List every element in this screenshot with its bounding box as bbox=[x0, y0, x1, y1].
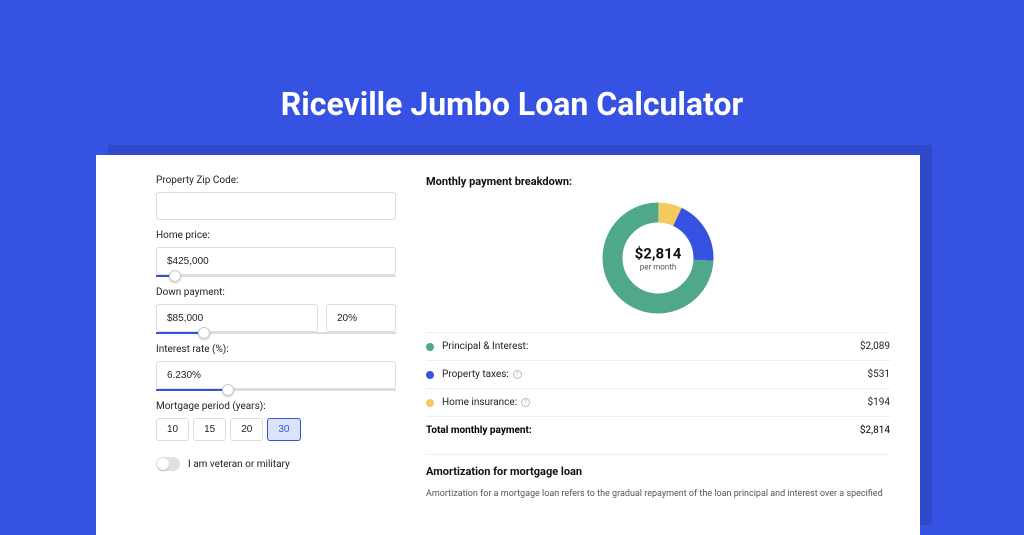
legend-row-taxes: Property taxes: ? $531 bbox=[426, 360, 890, 388]
veteran-label: I am veteran or military bbox=[188, 459, 290, 470]
donut-wrap: $2,814 per month bbox=[426, 198, 890, 318]
legend-row-insurance: Home insurance: ? $194 bbox=[426, 388, 890, 416]
breakdown-column: Monthly payment breakdown: $2,814 per mo… bbox=[426, 165, 890, 535]
donut-chart: $2,814 per month bbox=[598, 198, 718, 318]
period-label: Mortgage period (years): bbox=[156, 401, 396, 412]
period-button-group: 10 15 20 30 bbox=[156, 418, 396, 441]
down-payment-input[interactable] bbox=[156, 304, 318, 332]
page-title: Riceville Jumbo Loan Calculator bbox=[0, 0, 1024, 153]
interest-rate-label: Interest rate (%): bbox=[156, 344, 396, 355]
legend-value-insurance: $194 bbox=[868, 397, 890, 408]
interest-rate-input[interactable] bbox=[156, 361, 396, 389]
veteran-toggle-knob bbox=[157, 458, 169, 470]
veteran-row: I am veteran or military bbox=[156, 457, 396, 471]
total-row: Total monthly payment: $2,814 bbox=[426, 416, 890, 444]
interest-rate-slider-fill bbox=[156, 389, 228, 391]
breakdown-title: Monthly payment breakdown: bbox=[426, 175, 890, 188]
legend-dot-insurance bbox=[426, 399, 434, 407]
donut-sub: per month bbox=[635, 263, 682, 272]
legend-label-insurance-text: Home insurance: bbox=[442, 397, 517, 408]
zip-label: Property Zip Code: bbox=[156, 175, 396, 186]
legend-value-taxes: $531 bbox=[868, 369, 890, 380]
interest-rate-slider-thumb[interactable] bbox=[222, 384, 234, 396]
form-column: Property Zip Code: Home price: Down paym… bbox=[156, 165, 396, 535]
home-price-input[interactable] bbox=[156, 247, 396, 275]
period-btn-20[interactable]: 20 bbox=[230, 418, 263, 441]
legend-label-insurance: Home insurance: ? bbox=[442, 397, 868, 408]
home-price-slider[interactable] bbox=[156, 275, 396, 277]
info-icon[interactable]: ? bbox=[513, 370, 522, 379]
down-payment-slider[interactable] bbox=[156, 332, 396, 334]
donut-amount: $2,814 bbox=[635, 245, 682, 263]
info-icon[interactable]: ? bbox=[521, 398, 530, 407]
legend-label-principal-text: Principal & Interest: bbox=[442, 341, 528, 352]
zip-input[interactable] bbox=[156, 192, 396, 220]
down-payment-pct-input[interactable] bbox=[326, 304, 396, 332]
donut-center: $2,814 per month bbox=[635, 245, 682, 272]
section-divider bbox=[426, 454, 890, 455]
legend-value-principal: $2,089 bbox=[860, 341, 890, 352]
amortization-title: Amortization for mortgage loan bbox=[426, 465, 890, 478]
legend-label-taxes-text: Property taxes: bbox=[442, 369, 509, 380]
down-payment-slider-fill bbox=[156, 332, 204, 334]
veteran-toggle[interactable] bbox=[156, 457, 180, 471]
total-value: $2,814 bbox=[860, 425, 890, 436]
legend-label-taxes: Property taxes: ? bbox=[442, 369, 868, 380]
total-label: Total monthly payment: bbox=[426, 425, 860, 436]
period-btn-10[interactable]: 10 bbox=[156, 418, 189, 441]
home-price-slider-thumb[interactable] bbox=[169, 270, 181, 282]
legend-dot-taxes bbox=[426, 371, 434, 379]
down-payment-label: Down payment: bbox=[156, 287, 396, 298]
legend-dot-principal bbox=[426, 343, 434, 351]
down-payment-slider-thumb[interactable] bbox=[198, 327, 210, 339]
amortization-text: Amortization for a mortgage loan refers … bbox=[426, 488, 890, 502]
home-price-label: Home price: bbox=[156, 230, 396, 241]
calculator-card: Property Zip Code: Home price: Down paym… bbox=[96, 155, 920, 535]
period-btn-30[interactable]: 30 bbox=[267, 418, 300, 441]
interest-rate-slider[interactable] bbox=[156, 389, 396, 391]
legend-label-principal: Principal & Interest: bbox=[442, 341, 860, 352]
period-btn-15[interactable]: 15 bbox=[193, 418, 226, 441]
legend-row-principal: Principal & Interest: $2,089 bbox=[426, 332, 890, 360]
page-root: Riceville Jumbo Loan Calculator Property… bbox=[0, 0, 1024, 512]
